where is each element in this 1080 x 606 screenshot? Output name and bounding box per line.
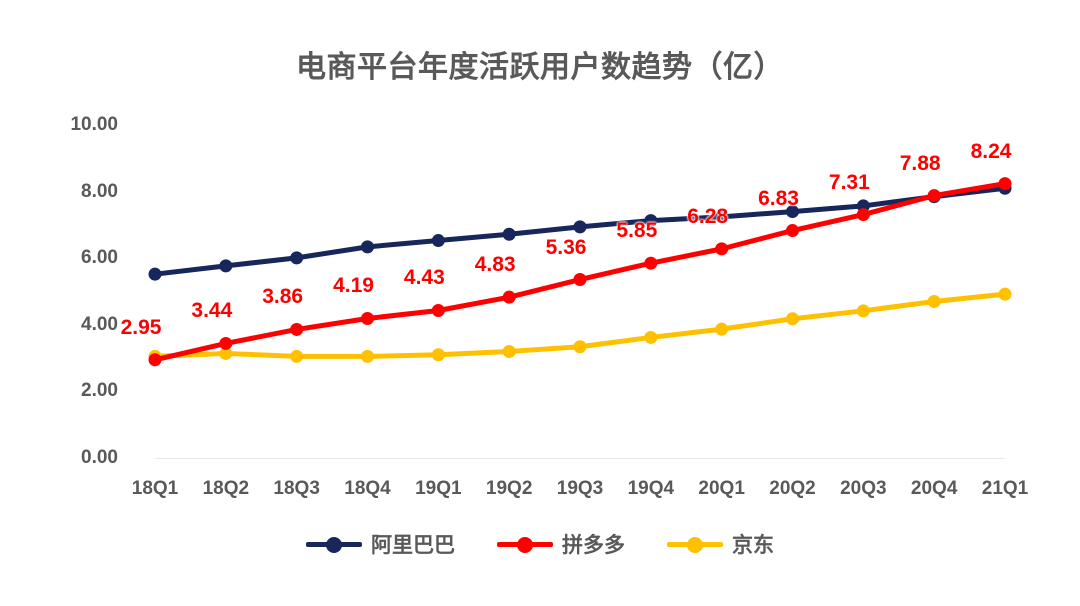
data-point-marker — [431, 234, 445, 248]
y-axis-tick-label: 2.00 — [81, 380, 118, 402]
data-point-marker — [715, 322, 729, 336]
data-point-marker — [644, 256, 658, 270]
data-point-marker — [856, 208, 870, 222]
chart-title: 电商平台年度活跃用户数趋势（亿） — [296, 51, 784, 84]
x-axis-tick-label: 21Q1 — [981, 478, 1029, 499]
plot-area — [155, 125, 1005, 459]
legend-label: 京东 — [732, 534, 774, 557]
data-point-marker — [715, 242, 729, 256]
legend-label: 阿里巴巴 — [371, 534, 455, 557]
data-point-marker — [219, 346, 233, 360]
series-line — [152, 181, 1008, 363]
x-axis-tick-label: 18Q2 — [202, 478, 250, 499]
legend-marker-icon — [667, 536, 723, 553]
data-label: 7.88 — [899, 151, 941, 175]
legend-marker-icon — [497, 536, 553, 553]
data-point-marker — [715, 210, 729, 224]
data-point-marker — [927, 189, 941, 203]
data-point-marker — [927, 294, 941, 308]
data-point-marker — [502, 344, 516, 358]
data-point-marker — [786, 224, 799, 238]
legend-marker-icon — [306, 536, 362, 553]
series-jd — [148, 287, 1012, 363]
data-point-marker — [148, 267, 162, 281]
data-point-marker — [431, 348, 445, 362]
legend-item-alibaba[interactable]: 阿里巴巴 — [306, 529, 455, 559]
data-label: 4.43 — [403, 266, 445, 290]
data-label: 5.36 — [545, 235, 587, 259]
y-axis-tick-label: 8.00 — [81, 180, 118, 202]
data-point-marker — [856, 304, 870, 318]
x-axis-tick-label: 19Q2 — [485, 478, 533, 499]
series-alibaba — [148, 181, 1012, 281]
x-axis-tick-label: 18Q4 — [344, 478, 391, 499]
legend-dot — [517, 537, 533, 553]
data-point-marker — [573, 220, 587, 234]
data-point-marker — [786, 312, 799, 326]
x-axis-tick-label: 20Q2 — [769, 478, 816, 499]
x-axis-tick-label: 19Q3 — [556, 478, 604, 499]
x-axis-tick-label: 20Q3 — [840, 478, 887, 499]
x-axis-tick-label: 19Q1 — [415, 478, 462, 499]
x-axis-tick-label: 18Q1 — [131, 478, 179, 499]
data-point-marker — [219, 259, 233, 273]
data-point-marker — [219, 336, 233, 350]
data-point-marker — [502, 290, 516, 304]
x-axis-tick-label: 19Q4 — [627, 478, 675, 499]
data-label: 6.28 — [687, 204, 729, 228]
data-point-marker — [502, 227, 516, 241]
data-point-marker — [998, 177, 1012, 191]
data-label: 7.31 — [828, 170, 870, 194]
data-point-marker — [644, 214, 658, 228]
data-point-marker — [431, 303, 445, 317]
x-axis-tick-label: 18Q3 — [273, 478, 320, 499]
data-label: 3.86 — [262, 285, 304, 309]
legend-item-pinduoduo[interactable]: 拼多多 — [497, 529, 625, 559]
data-point-marker — [786, 205, 799, 219]
data-point-marker — [573, 340, 587, 354]
data-point-marker — [290, 251, 304, 265]
data-label: 6.83 — [758, 186, 799, 210]
data-label: 3.44 — [191, 299, 233, 323]
data-point-marker — [290, 349, 304, 363]
data-label: 8.24 — [970, 139, 1012, 163]
data-point-marker — [148, 353, 162, 367]
legend-item-jd[interactable]: 京东 — [667, 529, 774, 559]
y-axis: 0.00 2.00 4.00 6.00 8.00 10.00 — [0, 0, 150, 606]
x-axis-tick-label: 20Q1 — [698, 478, 745, 499]
y-axis-tick-label: 6.00 — [81, 247, 118, 269]
series-pinduoduo — [148, 177, 1012, 367]
gridline-baseline — [155, 458, 1005, 459]
legend-dot — [687, 537, 703, 553]
y-axis-tick-label: 0.00 — [81, 447, 118, 468]
x-axis-tick-label: 20Q4 — [910, 478, 958, 499]
data-label: 5.85 — [616, 219, 658, 243]
data-point-marker — [573, 273, 587, 287]
chart-legend: 阿里巴巴 拼多多 京东 — [0, 529, 1080, 559]
data-point-marker — [361, 240, 374, 254]
legend-dot — [326, 537, 342, 553]
y-axis-tick-label: 4.00 — [81, 313, 118, 335]
legend-label: 拼多多 — [562, 534, 625, 557]
data-point-marker — [998, 287, 1012, 301]
data-label: 4.19 — [333, 274, 374, 298]
data-point-marker — [361, 349, 374, 363]
y-axis-tick-label: 10.00 — [70, 114, 118, 135]
x-axis: 18Q1 18Q2 18Q3 18Q4 19Q1 19Q2 19Q3 19Q4 20Q1 20Q2… — [132, 478, 1028, 508]
data-label: 4.83 — [474, 253, 516, 277]
data-point-marker — [361, 311, 374, 325]
data-point-marker — [644, 330, 658, 344]
data-point-marker — [290, 322, 304, 336]
data-label: 2.95 — [120, 315, 162, 339]
